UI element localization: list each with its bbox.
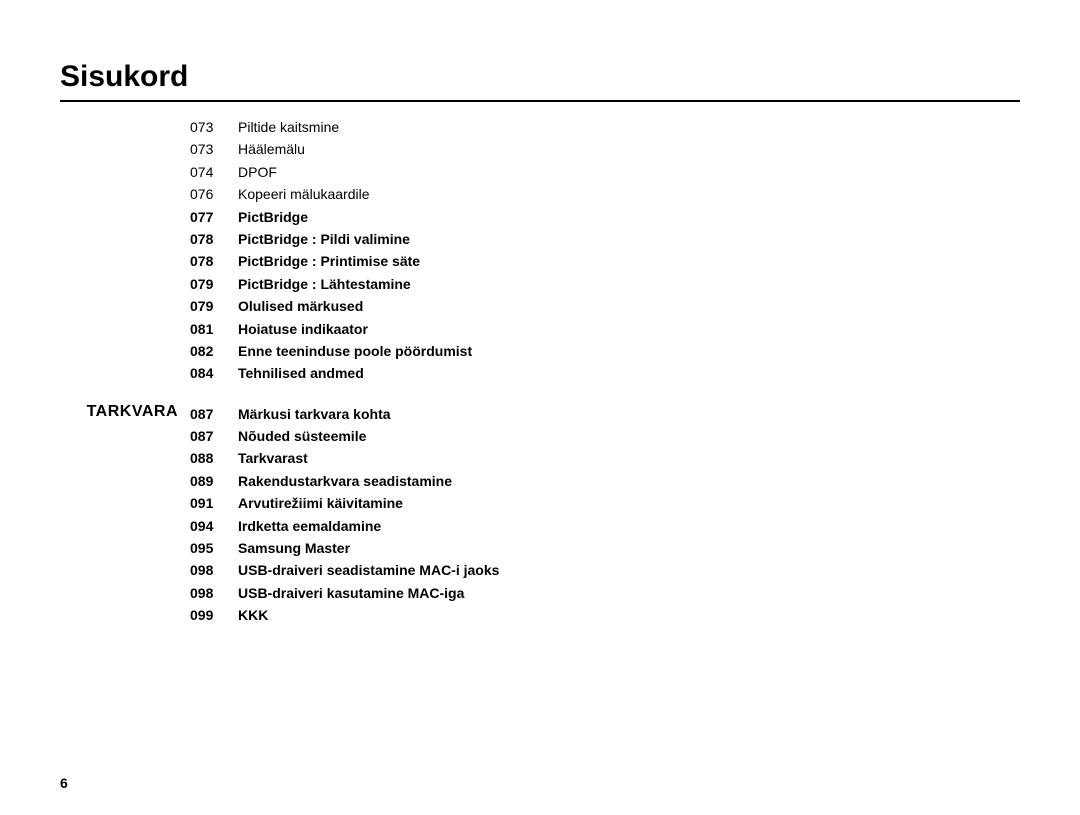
- toc-entry-page: 095: [190, 537, 238, 559]
- toc-entry-label: Enne teeninduse poole pöördumist: [238, 340, 1020, 362]
- toc-entry-page: 087: [190, 403, 238, 425]
- toc-entry: 088Tarkvarast: [190, 447, 1020, 469]
- toc-entry-label: Irdketta eemaldamine: [238, 515, 1020, 537]
- toc-entry-page: 088: [190, 447, 238, 469]
- toc-entry: 095Samsung Master: [190, 537, 1020, 559]
- toc-entry-label: USB-draiveri seadistamine MAC-i jaoks: [238, 559, 1020, 581]
- toc-entry-label: Hoiatuse indikaator: [238, 318, 1020, 340]
- toc-entry-page: 087: [190, 425, 238, 447]
- toc-entry-page: 074: [190, 161, 238, 183]
- toc-entry-page: 098: [190, 559, 238, 581]
- toc-entry: 076Kopeeri mälukaardile: [190, 183, 1020, 205]
- toc-entry: 078PictBridge : Pildi valimine: [190, 228, 1020, 250]
- toc-entry: 098USB-draiveri seadistamine MAC-i jaoks: [190, 559, 1020, 581]
- toc-entry-label: USB-draiveri kasutamine MAC-iga: [238, 582, 1020, 604]
- toc-group: TARKVARA087Märkusi tarkvara kohta087Nõud…: [60, 403, 1020, 627]
- toc-entry-page: 081: [190, 318, 238, 340]
- toc-entry-label: Olulised märkused: [238, 295, 1020, 317]
- toc-entry-page: 073: [190, 138, 238, 160]
- toc-entry: 098USB-draiveri kasutamine MAC-iga: [190, 582, 1020, 604]
- toc-entry-label: Kopeeri mälukaardile: [238, 183, 1020, 205]
- toc-entry-page: 077: [190, 206, 238, 228]
- toc-entries: 087Märkusi tarkvara kohta087Nõuded süste…: [190, 403, 1020, 627]
- toc-entry-label: PictBridge: [238, 206, 1020, 228]
- toc-entry-label: Tarkvarast: [238, 447, 1020, 469]
- toc-entry-page: 084: [190, 362, 238, 384]
- page-number: 6: [60, 775, 68, 791]
- toc-entry-label: KKK: [238, 604, 1020, 626]
- toc-entry-page: 078: [190, 250, 238, 272]
- toc-entry: 079Olulised märkused: [190, 295, 1020, 317]
- toc-entry-page: 079: [190, 273, 238, 295]
- toc-section-label: [60, 116, 190, 385]
- toc-entry-label: Samsung Master: [238, 537, 1020, 559]
- toc-entry-label: Piltide kaitsmine: [238, 116, 1020, 138]
- page: Sisukord 073Piltide kaitsmine073Häälemäl…: [0, 0, 1080, 815]
- toc-entry-page: 091: [190, 492, 238, 514]
- toc-entry-page: 078: [190, 228, 238, 250]
- toc-content: 073Piltide kaitsmine073Häälemälu074DPOF0…: [60, 116, 1020, 627]
- toc-group: 073Piltide kaitsmine073Häälemälu074DPOF0…: [60, 116, 1020, 385]
- toc-entry-label: PictBridge : Pildi valimine: [238, 228, 1020, 250]
- toc-entry: 091Arvutirežiimi käivitamine: [190, 492, 1020, 514]
- toc-entry: 094Irdketta eemaldamine: [190, 515, 1020, 537]
- toc-entry-page: 082: [190, 340, 238, 362]
- toc-entry: 087Nõuded süsteemile: [190, 425, 1020, 447]
- toc-entry: 073Häälemälu: [190, 138, 1020, 160]
- toc-entry-page: 089: [190, 470, 238, 492]
- toc-entry-label: Rakendustarkvara seadistamine: [238, 470, 1020, 492]
- toc-entry: 089Rakendustarkvara seadistamine: [190, 470, 1020, 492]
- toc-entry: 079PictBridge : Lähtestamine: [190, 273, 1020, 295]
- toc-entry: 082Enne teeninduse poole pöördumist: [190, 340, 1020, 362]
- toc-entry: 087Märkusi tarkvara kohta: [190, 403, 1020, 425]
- toc-section-label: TARKVARA: [60, 403, 190, 627]
- toc-entry-label: Tehnilised andmed: [238, 362, 1020, 384]
- toc-entry-label: DPOF: [238, 161, 1020, 183]
- toc-entry-label: Märkusi tarkvara kohta: [238, 403, 1020, 425]
- toc-entry-page: 099: [190, 604, 238, 626]
- toc-entry: 074DPOF: [190, 161, 1020, 183]
- toc-entries: 073Piltide kaitsmine073Häälemälu074DPOF0…: [190, 116, 1020, 385]
- toc-entry-label: Nõuded süsteemile: [238, 425, 1020, 447]
- toc-entry-label: PictBridge : Printimise säte: [238, 250, 1020, 272]
- toc-entry: 073Piltide kaitsmine: [190, 116, 1020, 138]
- toc-entry-label: PictBridge : Lähtestamine: [238, 273, 1020, 295]
- toc-entry: 084Tehnilised andmed: [190, 362, 1020, 384]
- toc-entry-label: Arvutirežiimi käivitamine: [238, 492, 1020, 514]
- toc-entry: 081Hoiatuse indikaator: [190, 318, 1020, 340]
- toc-entry: 077PictBridge: [190, 206, 1020, 228]
- toc-entry-page: 079: [190, 295, 238, 317]
- toc-entry: 078PictBridge : Printimise säte: [190, 250, 1020, 272]
- toc-entry-label: Häälemälu: [238, 138, 1020, 160]
- toc-entry-page: 094: [190, 515, 238, 537]
- page-title: Sisukord: [60, 60, 1020, 102]
- toc-entry-page: 098: [190, 582, 238, 604]
- toc-entry: 099KKK: [190, 604, 1020, 626]
- toc-entry-page: 076: [190, 183, 238, 205]
- toc-entry-page: 073: [190, 116, 238, 138]
